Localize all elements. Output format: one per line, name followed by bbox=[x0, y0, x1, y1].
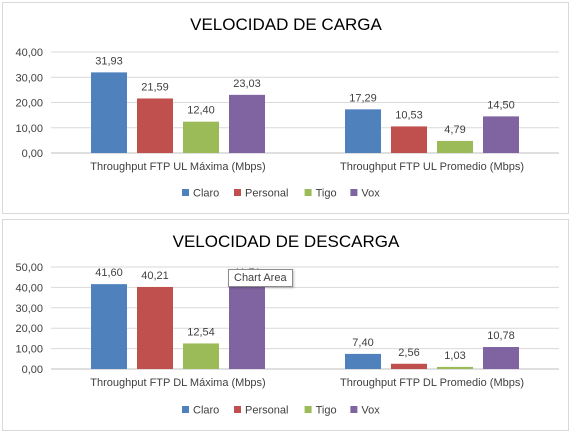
legend-item-tigo[interactable]: Tigo bbox=[304, 405, 337, 417]
legend: Claro Personal Tigo Vox bbox=[182, 405, 380, 417]
data-label: 2,56 bbox=[398, 347, 419, 359]
download-chart-svg: VELOCIDAD DE DESCARGA 0,00 10,00 20,00 30,00… bbox=[15, 232, 559, 417]
data-label: 7,40 bbox=[352, 337, 373, 349]
data-label: 4,79 bbox=[444, 124, 465, 136]
bar-tigo-1[interactable] bbox=[183, 121, 219, 153]
bar-vox-1[interactable] bbox=[229, 283, 265, 369]
y-tick-label: 50,00 bbox=[15, 262, 43, 274]
data-label: 10,53 bbox=[395, 109, 423, 121]
bar-vox-1[interactable] bbox=[229, 94, 265, 153]
category-label: Throughput FTP DL Máxima (Mbps) bbox=[90, 377, 265, 389]
bar-personal-1[interactable] bbox=[137, 286, 173, 369]
bar-claro-2[interactable] bbox=[345, 353, 381, 369]
bar-tigo-2[interactable] bbox=[437, 366, 473, 369]
legend-swatch bbox=[350, 189, 358, 196]
y-tick-label: 30,00 bbox=[15, 72, 43, 84]
data-label: 1,03 bbox=[444, 350, 465, 362]
chart-title: VELOCIDAD DE DESCARGA bbox=[173, 232, 400, 251]
legend-swatch bbox=[350, 406, 358, 413]
legend-item-claro[interactable]: Claro bbox=[182, 188, 219, 200]
data-label: 12,54 bbox=[187, 326, 215, 338]
legend-swatch bbox=[234, 406, 241, 413]
legend-item-claro[interactable]: Claro bbox=[182, 405, 219, 417]
legend-swatch bbox=[182, 189, 189, 196]
category-label: Throughput FTP UL Promedio (Mbps) bbox=[340, 161, 524, 173]
chart-title: VELOCIDAD DE CARGA bbox=[190, 15, 382, 34]
data-label: 40,21 bbox=[141, 270, 169, 282]
legend-label: Tigo bbox=[316, 405, 337, 417]
category-label: Throughput FTP UL Máxima (Mbps) bbox=[90, 161, 265, 173]
legend-label: Tigo bbox=[316, 188, 337, 200]
legend-item-vox[interactable]: Vox bbox=[350, 405, 380, 417]
bar-claro-1[interactable] bbox=[91, 284, 127, 369]
legend-label: Claro bbox=[193, 405, 219, 417]
data-label: 41,60 bbox=[95, 267, 123, 279]
data-label: 21,59 bbox=[141, 81, 169, 93]
legend-swatch bbox=[182, 406, 189, 413]
data-label: 14,50 bbox=[487, 99, 515, 111]
data-label: 12,40 bbox=[187, 105, 215, 117]
bar-tigo-2[interactable] bbox=[437, 140, 473, 153]
y-tick-label: 20,00 bbox=[15, 98, 43, 110]
upload-chart-svg: VELOCIDAD DE CARGA 0,00 10,00 20,00 30,00 40,… bbox=[15, 15, 559, 200]
data-label: 23,03 bbox=[233, 78, 261, 90]
y-tick-label: 20,00 bbox=[15, 323, 43, 335]
legend-label: Vox bbox=[361, 405, 380, 417]
bar-claro-2[interactable] bbox=[345, 109, 381, 153]
legend-label: Vox bbox=[361, 188, 380, 200]
chart-area-upload[interactable]: VELOCIDAD DE CARGA 0,00 10,00 20,00 30,00 40,… bbox=[2, 2, 569, 214]
bar-vox-2[interactable] bbox=[483, 116, 519, 153]
legend-item-tigo[interactable]: Tigo bbox=[304, 188, 337, 200]
legend-swatch bbox=[234, 189, 241, 196]
y-tick-label: 0,00 bbox=[22, 364, 43, 376]
legend: Claro Personal Tigo Vox bbox=[182, 188, 380, 200]
legend-label: Personal bbox=[245, 405, 288, 417]
chart-area-download[interactable]: VELOCIDAD DE DESCARGA 0,00 10,00 20,00 30,00… bbox=[2, 219, 569, 431]
bar-personal-2[interactable] bbox=[391, 126, 427, 153]
chart-area-tooltip: Chart Area bbox=[228, 269, 293, 287]
bar-vox-2[interactable] bbox=[483, 347, 519, 369]
bar-personal-1[interactable] bbox=[137, 98, 173, 153]
legend-label: Personal bbox=[245, 188, 288, 200]
y-tick-label: 30,00 bbox=[15, 303, 43, 315]
y-tick-label: 0,00 bbox=[22, 148, 43, 160]
bar-tigo-1[interactable] bbox=[183, 343, 219, 369]
legend-label: Claro bbox=[193, 188, 219, 200]
legend-item-vox[interactable]: Vox bbox=[350, 188, 380, 200]
bar-claro-1[interactable] bbox=[91, 72, 127, 153]
y-tick-label: 40,00 bbox=[15, 282, 43, 294]
data-label: 17,29 bbox=[349, 92, 377, 104]
legend-item-personal[interactable]: Personal bbox=[234, 188, 288, 200]
data-label: 10,78 bbox=[487, 330, 515, 342]
bar-personal-2[interactable] bbox=[391, 363, 427, 369]
data-label: 31,93 bbox=[95, 55, 123, 67]
legend-item-personal[interactable]: Personal bbox=[234, 405, 288, 417]
y-tick-label: 10,00 bbox=[15, 123, 43, 135]
legend-swatch bbox=[304, 189, 312, 196]
y-tick-label: 10,00 bbox=[15, 344, 43, 356]
y-tick-label: 40,00 bbox=[15, 47, 43, 59]
legend-swatch bbox=[304, 406, 312, 413]
category-label: Throughput FTP DL Promedio (Mbps) bbox=[340, 377, 524, 389]
